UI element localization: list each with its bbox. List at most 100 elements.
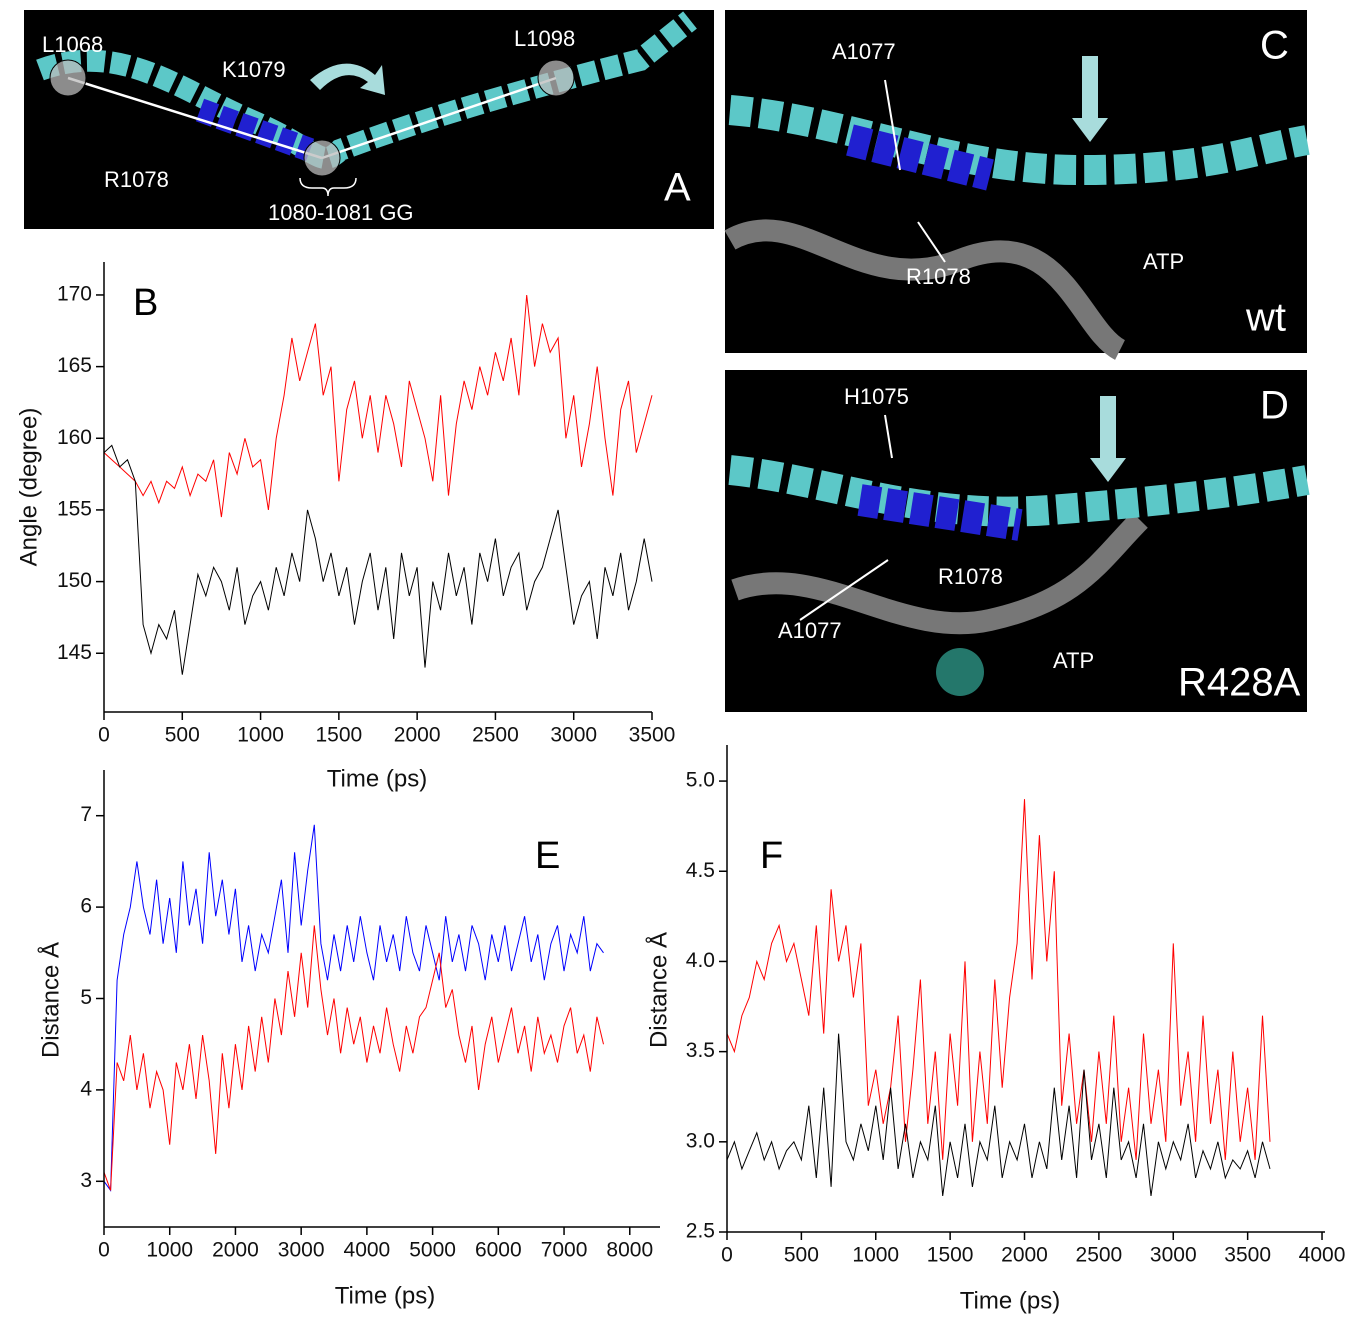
- atom-marker: [537, 59, 575, 97]
- angle-line: [67, 76, 323, 160]
- y-tick-label: 5.0: [686, 769, 715, 792]
- residue-label: A1077: [832, 39, 896, 64]
- pointer: [884, 79, 901, 171]
- y-tick-label: 7: [80, 803, 92, 826]
- data-line: [726, 1033, 1271, 1196]
- residue-label: R1078: [938, 564, 1003, 589]
- y-tick-label: 2.5: [686, 1220, 715, 1243]
- data-line: [103, 444, 653, 675]
- residue-label: ATP: [1053, 648, 1094, 673]
- data-line: [726, 799, 1271, 1160]
- y-tick-label: 150: [57, 569, 92, 592]
- x-axis-label: Time (ps): [335, 1282, 435, 1309]
- y-axis-label: Distance Å: [36, 942, 64, 1058]
- panel-letter: D: [1260, 384, 1289, 428]
- x-tick-label: 4000: [344, 1239, 391, 1262]
- residue-label: H1075: [844, 384, 909, 409]
- x-axis-label: Time (ps): [960, 1287, 1060, 1314]
- x-tick-label: 1000: [146, 1239, 193, 1262]
- panel-a: L1068 K1079 L1098 R1078 1080-1081 GG A: [24, 10, 714, 229]
- x-tick-label: 2500: [1076, 1244, 1123, 1267]
- x-tick-label: 1500: [927, 1244, 974, 1267]
- helix: [728, 95, 1310, 186]
- condition-label: R428A: [1178, 661, 1301, 705]
- panel-c-image: [725, 10, 1307, 353]
- residue-label: R1078: [104, 167, 169, 192]
- x-tick-label: 3000: [278, 1239, 325, 1262]
- data-line: [103, 925, 604, 1191]
- x-tick-label: 4000: [1299, 1244, 1346, 1267]
- x-tick-label: 3500: [1224, 1244, 1271, 1267]
- arrow: [1072, 56, 1108, 142]
- panel-letter: F: [760, 835, 783, 877]
- x-tick-label: 1500: [315, 724, 362, 747]
- x-axis-label: Time (ps): [327, 765, 427, 792]
- pointer: [799, 559, 889, 621]
- x-tick-label: 0: [98, 724, 110, 747]
- x-tick-label: 3000: [550, 724, 597, 747]
- residue-label: A1077: [778, 618, 842, 643]
- x-tick-label: 3000: [1150, 1244, 1197, 1267]
- y-axis-label: Angle (degree): [15, 408, 42, 567]
- x-tick-label: 2500: [472, 724, 519, 747]
- panel-c: A1077 R1078 ATP wt C: [724, 10, 1310, 360]
- x-tick-label: 6000: [475, 1239, 522, 1262]
- residue-label: K1079: [222, 57, 286, 82]
- condition-label: wt: [1245, 296, 1286, 340]
- atom-marker: [49, 59, 87, 97]
- y-tick-label: 4.5: [686, 859, 715, 882]
- panel-letter: E: [535, 835, 560, 877]
- y-tick-label: 165: [57, 354, 92, 377]
- angle-line: [321, 76, 557, 160]
- x-tick-label: 3500: [629, 724, 676, 747]
- data-line: [103, 294, 653, 518]
- rotation-arrow: [310, 63, 385, 95]
- grey-ribbon: [724, 219, 1126, 360]
- y-tick-label: 4: [80, 1077, 92, 1100]
- x-tick-label: 500: [165, 724, 200, 747]
- data-line: [103, 824, 604, 1192]
- panel-d: H1075 R1078 A1077 ATP R428A D: [725, 370, 1310, 712]
- residue-label: ATP: [1143, 249, 1184, 274]
- panel-letter: B: [133, 282, 158, 324]
- residue-label: 1080-1081 GG: [268, 200, 414, 225]
- x-tick-label: 1000: [852, 1244, 899, 1267]
- panel-letter: C: [1260, 24, 1289, 68]
- y-tick-label: 5: [80, 986, 92, 1009]
- x-tick-label: 5000: [409, 1239, 456, 1262]
- y-tick-label: 6: [80, 895, 92, 918]
- panel-letter: A: [664, 166, 691, 210]
- arrow: [1090, 396, 1126, 482]
- grey-ribbon: [731, 512, 1148, 635]
- residue-label: R1078: [906, 264, 971, 289]
- x-tick-label: 2000: [394, 724, 441, 747]
- residue-label: L1068: [42, 32, 103, 57]
- x-tick-label: 500: [784, 1244, 819, 1267]
- helix: [728, 455, 1310, 527]
- atom-marker: [303, 139, 341, 177]
- x-tick-label: 0: [98, 1239, 110, 1262]
- helix-segment: [195, 98, 315, 162]
- x-tick-label: 7000: [541, 1239, 588, 1262]
- y-tick-label: 3: [80, 1169, 92, 1192]
- brace: [299, 177, 357, 197]
- x-tick-label: 0: [721, 1244, 733, 1267]
- x-tick-label: 1000: [237, 724, 284, 747]
- residue-label: L1098: [514, 26, 575, 51]
- x-tick-label: 2000: [212, 1239, 259, 1262]
- y-tick-label: 160: [57, 426, 92, 449]
- x-tick-label: 2000: [1001, 1244, 1048, 1267]
- y-tick-label: 3.0: [686, 1129, 715, 1152]
- y-tick-label: 145: [57, 641, 92, 664]
- helix-segment: [846, 124, 994, 191]
- pointer: [884, 414, 893, 459]
- atp: [936, 648, 984, 696]
- y-tick-label: 155: [57, 497, 92, 520]
- y-tick-label: 170: [57, 283, 92, 306]
- y-tick-label: 3.5: [686, 1039, 715, 1062]
- y-tick-label: 4.0: [686, 949, 715, 972]
- x-tick-label: 8000: [606, 1239, 653, 1262]
- panel-a-image: [24, 10, 714, 229]
- panel-d-image: [725, 370, 1307, 712]
